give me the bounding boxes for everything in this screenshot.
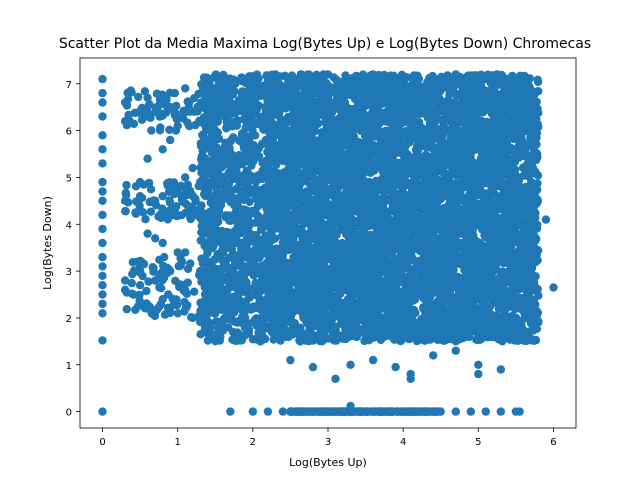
chart-title: Scatter Plot da Media Maxima Log(Bytes U…: [59, 36, 591, 52]
scatter-point: [534, 318, 543, 327]
scatter-points: [98, 70, 558, 416]
